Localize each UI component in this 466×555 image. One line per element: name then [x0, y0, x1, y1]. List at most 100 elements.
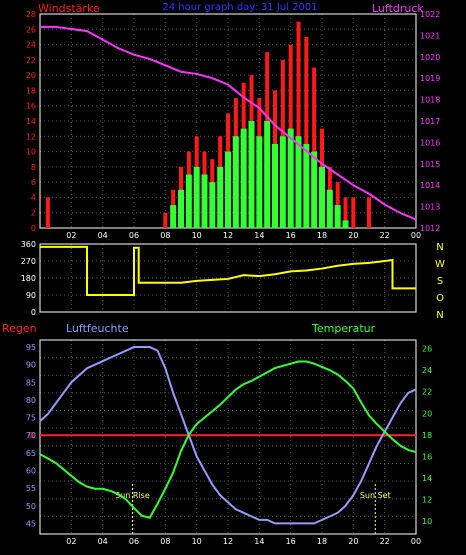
pressure-line [40, 25, 417, 221]
wind-avg-bar [170, 205, 177, 228]
wind-x-tick: 04 [98, 231, 108, 240]
wind-y-tick: 4 [31, 193, 36, 202]
wind-avg-bar [178, 189, 184, 228]
wind-x-tick: 12 [223, 231, 233, 240]
wind-y-tick: 8 [31, 163, 36, 172]
wind-y-tick: 2 [31, 209, 36, 218]
pressure-y-tick: 1013 [420, 203, 440, 212]
humidity-panel: 45 50 55 60 65 70 75 80 85 90 95 10 12 14 16 18 20 22 24 26… [26, 339, 432, 546]
humidity-x-tick: 08 [160, 537, 170, 546]
wind-gust-bar [296, 21, 301, 229]
wind-y-tick: 20 [26, 71, 36, 80]
pressure-y-tick: 1020 [420, 53, 440, 62]
compass-label: S [437, 276, 443, 287]
pressure-y-tick: 1018 [420, 96, 440, 105]
temperature-y-tick: 14 [422, 474, 432, 483]
temperature-y-tick: 10 [422, 517, 432, 526]
wind-gust-bar [304, 36, 309, 228]
direction-y-tick: 360 [21, 240, 36, 249]
wind-x-tick: 18 [317, 231, 327, 240]
pressure-title: Luftdruck [372, 2, 424, 15]
temperature-y-tick: 24 [422, 366, 432, 375]
wind-gust-bar [312, 67, 317, 228]
temperature-y-tick: 18 [422, 431, 432, 440]
sun-rise-label: Sun Rise [115, 491, 150, 500]
temperature-y-tick: 12 [422, 496, 432, 505]
humidity-x-tick: 02 [66, 537, 76, 546]
wind-avg-bar [334, 205, 341, 228]
wind-x-tick: 08 [160, 231, 170, 240]
direction-y-tick: 270 [21, 257, 36, 266]
pressure-y-tick: 1019 [420, 74, 440, 83]
wind-avg-bar [240, 128, 247, 228]
wind-avg-bar [295, 136, 302, 228]
humidity-x-tick: 18 [317, 537, 327, 546]
humidity-y-tick: 90 [26, 361, 36, 370]
wind-y-tick: 16 [26, 102, 36, 111]
wind-avg-bar [287, 128, 294, 228]
temperature-y-tick: 22 [422, 388, 432, 397]
wind-x-tick: 22 [380, 231, 390, 240]
wind-y-tick: 26 [26, 25, 36, 34]
chart-date-title: 24 hour graph day: 31 Jul 2001 [162, 2, 317, 13]
wind-avg-bar [319, 166, 325, 228]
compass-label: N [436, 242, 443, 253]
compass-label: N [436, 310, 443, 321]
temperature-y-tick: 16 [422, 452, 432, 461]
humidity-y-tick: 85 [26, 378, 36, 387]
pressure-y-tick: 1012 [420, 224, 440, 233]
wind-y-tick: 12 [26, 132, 36, 141]
compass-label: W [435, 259, 445, 270]
humidity-x-tick: 04 [98, 537, 108, 546]
wind-y-tick: 0 [31, 224, 36, 233]
pressure-y-tick: 1014 [420, 181, 440, 190]
wind-avg-bar [209, 182, 216, 228]
wind-avg-bar [232, 136, 239, 228]
wind-panel: 0246810121416182022242628101210131014101… [26, 10, 441, 240]
wind-avg-bar [279, 136, 286, 228]
direction-y-tick: 0 [31, 308, 36, 317]
wind-y-tick: 22 [26, 56, 36, 65]
wind-x-tick: 14 [254, 231, 264, 240]
wind-x-tick: 16 [286, 231, 296, 240]
humidity-title: Luftfeuchte [66, 322, 129, 335]
direction-y-tick: 180 [21, 274, 36, 283]
wind-gust-bar [367, 197, 371, 228]
direction-plot-frame [39, 243, 417, 313]
humidity-y-tick: 45 [26, 519, 36, 528]
wind-avg-bar [256, 136, 263, 228]
wind-avg-bar [264, 121, 271, 228]
sun-set-label: Sun Set [360, 491, 391, 500]
temperature-title: Temperatur [311, 322, 376, 335]
rain-y-tick: 0 [29, 431, 34, 440]
wind-gust-bar [343, 197, 348, 228]
wind-avg-bar [248, 121, 255, 228]
wind-x-tick: 02 [66, 231, 76, 240]
wind-gust-bar [163, 212, 168, 228]
temperature-y-tick: 20 [422, 409, 432, 418]
temperature-line [39, 360, 417, 520]
wind-x-tick: 06 [129, 231, 139, 240]
wind-avg-bar [326, 189, 333, 228]
wind-gust-bar [45, 197, 50, 228]
humidity-line [39, 346, 417, 525]
humidity-x-tick: 06 [129, 537, 139, 546]
humidity-y-tick: 80 [26, 396, 36, 405]
pressure-y-tick: 1016 [420, 138, 440, 147]
humidity-x-tick: 10 [192, 537, 202, 546]
wind-y-tick: 18 [26, 86, 36, 95]
humidity-y-tick: 75 [26, 414, 36, 423]
wind-y-tick: 24 [26, 41, 36, 50]
wind-avg-bar [217, 166, 224, 228]
pressure-y-tick: 1021 [420, 31, 440, 40]
humidity-x-tick: 22 [380, 537, 390, 546]
wind-avg-bar [303, 143, 310, 228]
compass-label: O [436, 293, 444, 304]
wind-x-tick: 10 [192, 231, 202, 240]
pressure-y-tick: 1022 [420, 10, 440, 19]
humidity-y-tick: 70 [26, 431, 36, 440]
humidity-plot-frame [39, 339, 417, 535]
humidity-x-tick: 14 [254, 537, 264, 546]
